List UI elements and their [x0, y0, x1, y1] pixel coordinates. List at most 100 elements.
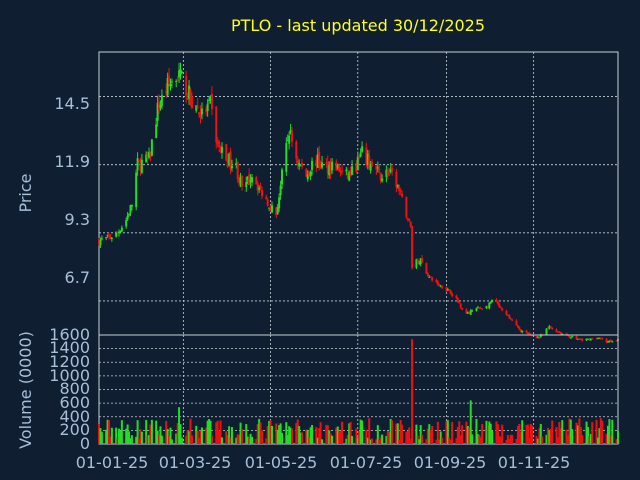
volume-bar [389, 418, 392, 444]
volume-bar [271, 425, 273, 444]
volume-bar [146, 435, 149, 444]
volume-bar [199, 430, 202, 444]
candle-body [199, 111, 202, 118]
candle-body [405, 196, 408, 218]
volume-bar [120, 420, 123, 444]
candle-body [210, 93, 213, 110]
volume-bar [145, 420, 148, 444]
candle-body [326, 162, 329, 174]
volume-bar [295, 423, 298, 444]
candle-body [538, 337, 541, 339]
candle-body [266, 199, 269, 206]
volume-bar [368, 418, 371, 444]
candlestick-series [98, 62, 619, 344]
candle-body [435, 279, 438, 283]
volume-bar [479, 437, 482, 444]
candle-body [289, 129, 292, 134]
candle-body [549, 326, 552, 328]
volume-bar [438, 439, 441, 444]
x-tick-label: 01-11-25 [498, 453, 571, 472]
volume-bar [369, 439, 372, 444]
volume-tick-label: 800 [59, 379, 90, 398]
candle-body [356, 156, 359, 171]
volume-bar [495, 421, 498, 444]
candle-body [328, 165, 331, 176]
volume-bar [535, 435, 538, 444]
volume-bar [411, 339, 414, 444]
candle-body [449, 290, 452, 295]
volume-bar [125, 428, 128, 444]
candle-body [160, 95, 163, 106]
volume-bar [195, 425, 198, 444]
candle-body [206, 103, 209, 112]
candle-body [606, 341, 609, 343]
candle-body [519, 329, 522, 333]
volume-bar [378, 439, 381, 444]
candle-body [276, 207, 279, 214]
candle-body [475, 308, 478, 311]
x-tick-label: 01-01-25 [76, 453, 149, 472]
volume-bar [609, 435, 612, 444]
volume-bar [148, 435, 151, 444]
volume-bar [281, 432, 284, 444]
volume-bar [319, 422, 322, 444]
volume-bar [186, 429, 189, 444]
volume-bar [326, 425, 329, 444]
candle-body [106, 234, 109, 236]
volume-bar [205, 427, 208, 444]
volume-bar [165, 420, 168, 444]
volume-bar [136, 420, 139, 444]
candle-body [585, 338, 588, 341]
volume-bar [308, 437, 311, 444]
candle-body [515, 320, 518, 326]
candle-body [508, 315, 511, 319]
candle-body [491, 299, 494, 303]
candle-body [389, 169, 392, 173]
volume-bar [558, 422, 561, 444]
volume-bar [488, 421, 491, 444]
candle-body [169, 84, 172, 87]
volume-bar [568, 418, 571, 444]
candle-body [216, 140, 219, 145]
volume-bar [336, 426, 339, 444]
volume-bar [458, 421, 461, 444]
x-tick-label: 01-07-25 [330, 453, 403, 472]
volume-bar [218, 430, 221, 444]
candle-body [295, 141, 298, 159]
volume-bar [115, 427, 118, 444]
candle-body [196, 105, 199, 109]
volume-bar [258, 418, 261, 444]
volume-bar [375, 439, 378, 444]
candle-body [110, 238, 113, 240]
volume-bar [98, 424, 100, 444]
volume-bar [185, 435, 188, 444]
candle-body [195, 105, 198, 111]
volume-bar [276, 429, 279, 444]
volume-bar [245, 424, 248, 444]
candle-body [308, 172, 311, 176]
candle-body [415, 259, 418, 268]
volume-bar [288, 426, 291, 444]
candle-body [229, 151, 232, 170]
candle-body [429, 276, 432, 278]
candle-body [376, 167, 379, 169]
candle-body [299, 165, 302, 167]
candle-body [176, 79, 179, 81]
volume-bar [421, 434, 424, 444]
candle-body [271, 205, 273, 213]
candle-body [348, 172, 351, 181]
volume-bar [159, 426, 162, 444]
candle-body [285, 143, 288, 172]
volume-bar [391, 420, 394, 444]
candle-body [291, 130, 294, 142]
candle-body [465, 309, 468, 314]
volume-tick-label: 1200 [49, 352, 90, 371]
candle-body [335, 162, 338, 171]
volume-bar [291, 428, 294, 444]
candle-body [281, 169, 284, 185]
volume-bar [418, 439, 421, 444]
candle-body [146, 151, 149, 158]
candle-body [378, 168, 381, 171]
candle-body [505, 310, 508, 315]
candle-body [595, 338, 598, 340]
